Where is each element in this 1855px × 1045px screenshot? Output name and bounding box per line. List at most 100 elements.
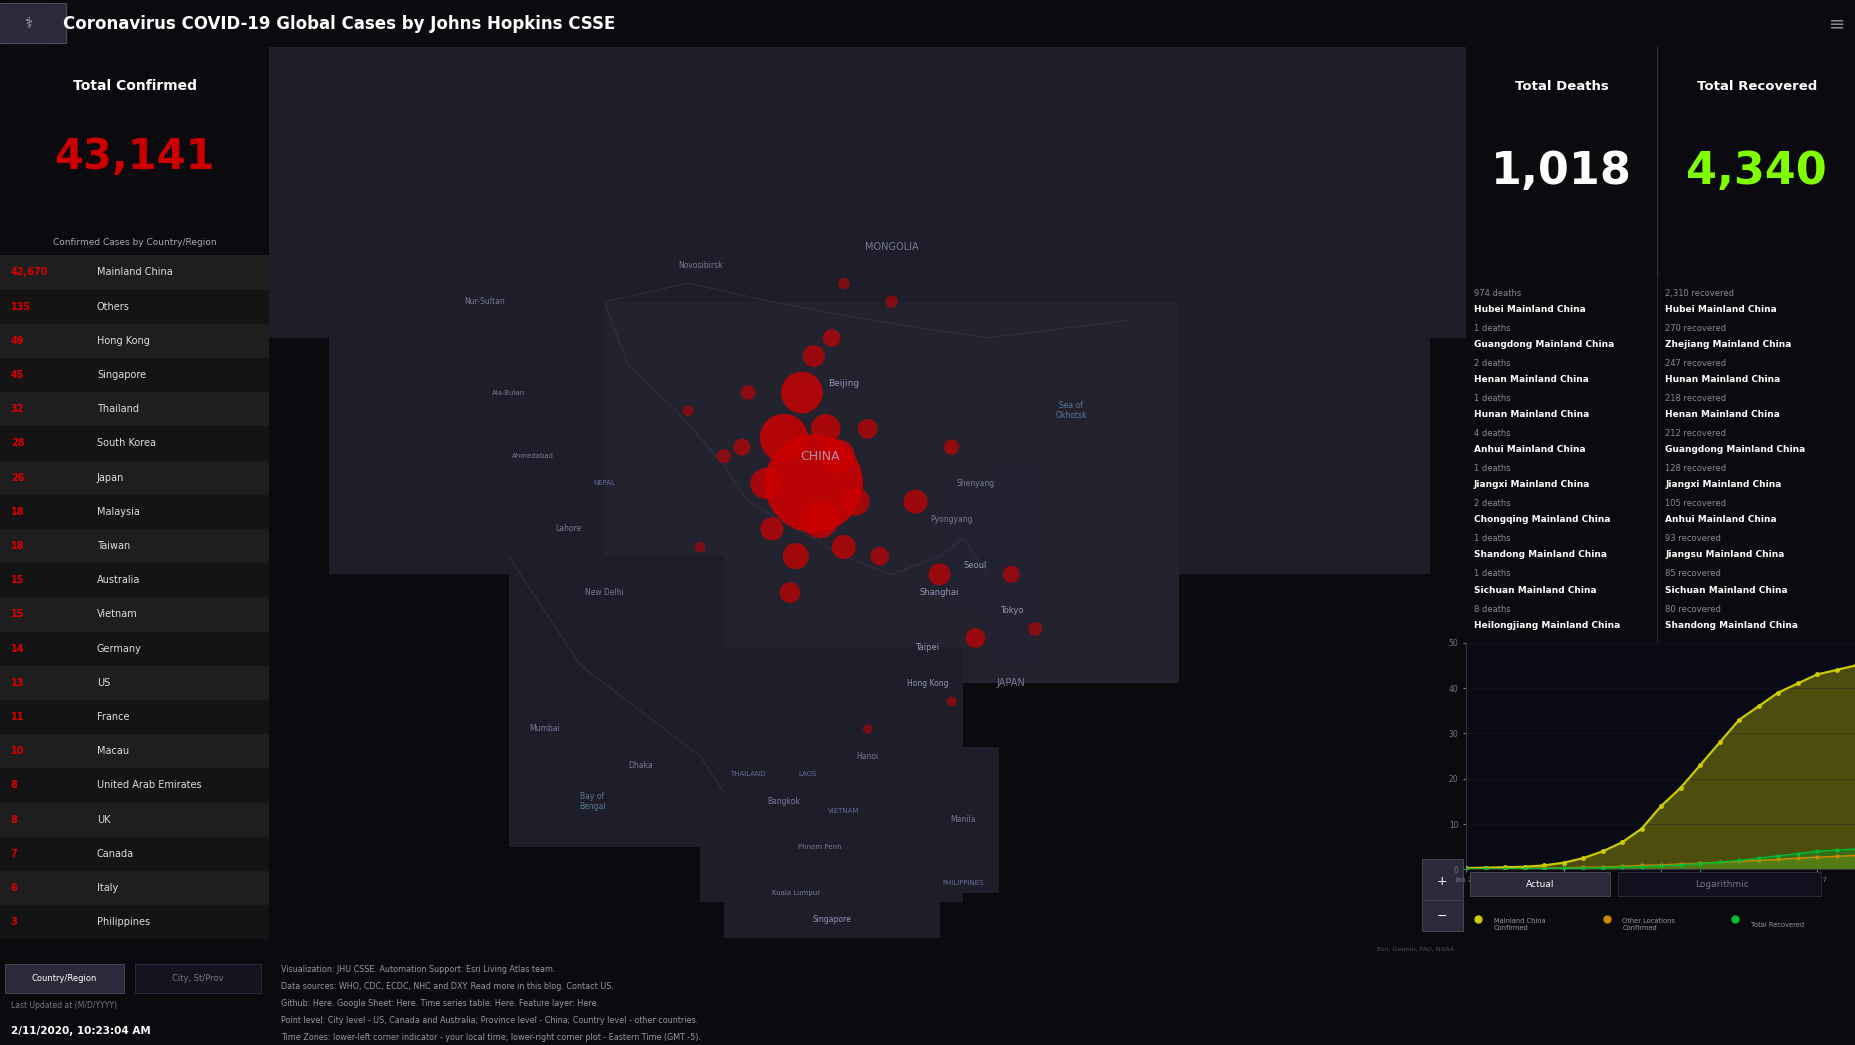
Text: 8 deaths: 8 deaths — [1473, 604, 1510, 613]
Text: Actual: Actual — [1525, 880, 1554, 888]
FancyBboxPatch shape — [0, 870, 269, 905]
Point — [805, 511, 835, 528]
Text: Vietnam: Vietnam — [96, 609, 137, 620]
Text: Visualization: JHU CSSE. Automation Support: Esri Living Atlas team.: Visualization: JHU CSSE. Automation Supp… — [280, 966, 555, 974]
Text: Jiangxi Mainland China: Jiangxi Mainland China — [1473, 480, 1590, 489]
Text: Manila: Manila — [950, 815, 976, 825]
Text: CHINA: CHINA — [800, 449, 838, 463]
Point — [673, 402, 703, 419]
Text: 42,670: 42,670 — [11, 268, 48, 278]
Text: 18: 18 — [11, 541, 24, 551]
Point — [822, 447, 851, 464]
Text: New Delhi: New Delhi — [584, 588, 623, 597]
FancyBboxPatch shape — [328, 320, 1430, 575]
Point — [709, 447, 738, 464]
FancyBboxPatch shape — [0, 392, 269, 426]
Text: Henan Mainland China: Henan Mainland China — [1473, 375, 1588, 384]
FancyBboxPatch shape — [0, 563, 269, 598]
FancyBboxPatch shape — [0, 324, 269, 358]
Text: 15: 15 — [11, 576, 24, 585]
FancyBboxPatch shape — [0, 494, 269, 529]
Text: Hanoi: Hanoi — [857, 751, 877, 761]
Point — [961, 629, 991, 646]
Text: Point level: City level - US, Canada and Australia; Province level - China; Coun: Point level: City level - US, Canada and… — [280, 1016, 697, 1025]
Text: Esri, Garmin, FAO, NOAA: Esri, Garmin, FAO, NOAA — [1376, 947, 1454, 952]
Text: Taiwan: Taiwan — [96, 541, 130, 551]
Text: 1 deaths: 1 deaths — [1473, 324, 1510, 332]
Text: Malaysia: Malaysia — [96, 507, 139, 517]
Text: ⚕: ⚕ — [24, 16, 32, 31]
Text: UK: UK — [96, 815, 109, 825]
Point — [924, 566, 953, 583]
Text: City, St/Prov: City, St/Prov — [173, 974, 223, 983]
FancyBboxPatch shape — [987, 465, 1035, 666]
Text: US: US — [96, 678, 109, 688]
FancyBboxPatch shape — [0, 461, 269, 494]
Text: Mumbai: Mumbai — [529, 724, 560, 734]
Text: Bangkok: Bangkok — [766, 797, 800, 806]
FancyBboxPatch shape — [0, 700, 269, 735]
Text: 26: 26 — [11, 472, 24, 483]
Point — [840, 493, 870, 510]
Text: Country/Region: Country/Region — [32, 974, 96, 983]
Text: Confirmed Cases by Country/Region: Confirmed Cases by Country/Region — [52, 238, 217, 247]
Text: 14: 14 — [11, 644, 24, 654]
FancyBboxPatch shape — [1618, 872, 1820, 897]
Text: Taipei: Taipei — [915, 643, 939, 652]
Text: 974 deaths: 974 deaths — [1473, 288, 1521, 298]
Text: 270 recovered: 270 recovered — [1664, 324, 1725, 332]
Point — [684, 539, 714, 556]
Text: Ahmedabad: Ahmedabad — [512, 454, 553, 459]
FancyBboxPatch shape — [939, 484, 987, 610]
Text: 6: 6 — [11, 883, 17, 893]
Point — [876, 294, 905, 310]
Text: Chongqing Mainland China: Chongqing Mainland China — [1473, 515, 1610, 525]
Text: 32: 32 — [11, 404, 24, 414]
Text: Mainland China
Confirmed: Mainland China Confirmed — [1493, 919, 1545, 931]
Text: Hong Kong: Hong Kong — [907, 679, 948, 688]
Point — [751, 475, 781, 492]
Text: 18: 18 — [11, 507, 24, 517]
Text: 2 deaths: 2 deaths — [1473, 358, 1510, 368]
Text: 1,018: 1,018 — [1491, 149, 1631, 192]
Text: 15: 15 — [11, 609, 24, 620]
Text: ≡: ≡ — [1827, 14, 1844, 33]
Text: Time Zones: lower-left corner indicator - your local time; lower-right corner pl: Time Zones: lower-left corner indicator … — [280, 1032, 701, 1042]
Point — [853, 721, 883, 738]
Text: Hunan Mainland China: Hunan Mainland China — [1473, 410, 1588, 419]
Text: 2/11/2020, 10:23:04 AM: 2/11/2020, 10:23:04 AM — [11, 1026, 150, 1036]
Text: 45: 45 — [11, 370, 24, 380]
Text: Macau: Macau — [96, 746, 130, 757]
Point — [829, 275, 859, 292]
FancyBboxPatch shape — [939, 747, 998, 892]
Text: Kuala Lumpur: Kuala Lumpur — [772, 889, 820, 896]
Text: Shenyang: Shenyang — [955, 479, 994, 488]
Text: NEPAL: NEPAL — [594, 481, 614, 486]
Text: South Korea: South Korea — [96, 439, 156, 448]
Text: Sichuan Mainland China: Sichuan Mainland China — [1664, 585, 1786, 595]
Point — [775, 584, 805, 601]
FancyBboxPatch shape — [605, 302, 1178, 683]
Text: Seoul: Seoul — [963, 561, 987, 570]
FancyBboxPatch shape — [134, 965, 262, 994]
Text: Pyongyang: Pyongyang — [929, 515, 972, 525]
Point — [811, 420, 840, 437]
Text: Australia: Australia — [96, 576, 141, 585]
Point — [727, 439, 757, 456]
Text: Guangdong Mainland China: Guangdong Mainland China — [1473, 340, 1614, 349]
Text: 4 deaths: 4 deaths — [1473, 428, 1510, 438]
Point — [937, 439, 966, 456]
Point — [937, 693, 966, 710]
Text: 3: 3 — [11, 918, 17, 927]
Point — [757, 520, 787, 537]
Point — [798, 475, 827, 492]
Text: Italy: Italy — [96, 883, 119, 893]
Point — [768, 429, 798, 446]
Text: 247 recovered: 247 recovered — [1664, 358, 1725, 368]
Text: Jiangxi Mainland China: Jiangxi Mainland China — [1664, 480, 1781, 489]
Text: Beijing: Beijing — [827, 379, 859, 388]
Text: THAILAND: THAILAND — [729, 771, 766, 777]
FancyBboxPatch shape — [0, 358, 269, 392]
Text: Zhejiang Mainland China: Zhejiang Mainland China — [1664, 340, 1790, 349]
Text: France: France — [96, 712, 130, 722]
